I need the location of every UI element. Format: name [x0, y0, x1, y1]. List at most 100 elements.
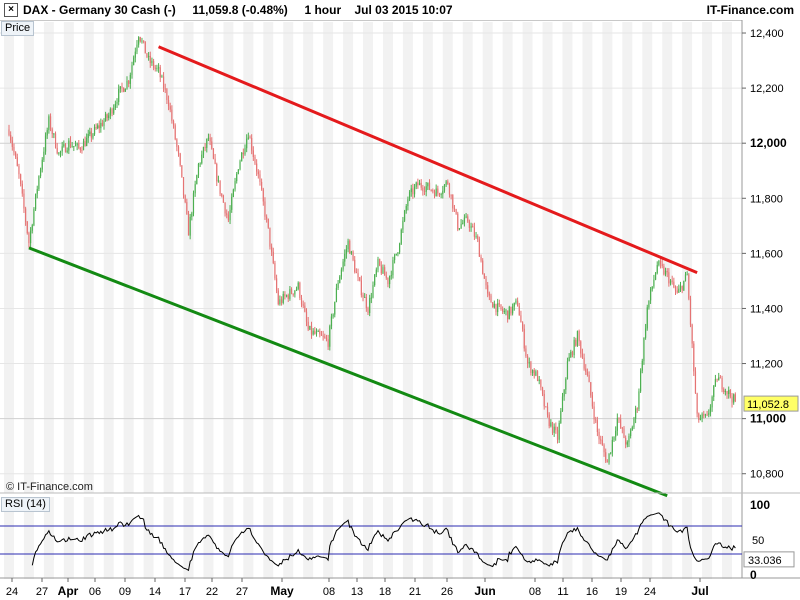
candle-body — [448, 183, 451, 195]
candle-body — [570, 351, 572, 358]
candle-body — [641, 360, 643, 371]
candle-body — [367, 308, 369, 313]
watermark: © IT-Finance.com — [6, 481, 93, 493]
candle-body — [267, 218, 269, 228]
candle-body — [643, 337, 645, 361]
candle-body — [390, 275, 392, 277]
candle-body — [113, 107, 115, 114]
candle-body — [590, 382, 592, 396]
candle-body — [189, 216, 191, 236]
candle-body — [181, 165, 183, 178]
candle-body — [304, 305, 306, 312]
candle-body — [413, 186, 416, 195]
day-band — [23, 22, 34, 493]
candle-body — [644, 328, 647, 338]
candle-body — [714, 379, 717, 387]
day-band — [462, 22, 473, 493]
close-icon[interactable]: × — [4, 3, 18, 17]
candle-body — [118, 89, 120, 102]
candle-body — [305, 311, 308, 322]
x-tick-label: 18 — [379, 586, 391, 598]
candle-body — [146, 53, 148, 57]
rsi-day-band — [103, 497, 114, 579]
candle-body — [251, 137, 253, 151]
timeframe: 1 hour — [304, 3, 342, 17]
candle-body — [723, 389, 725, 392]
candle-body — [249, 137, 251, 139]
candle-body — [678, 288, 680, 293]
candle-body — [498, 303, 500, 305]
day-band — [482, 22, 493, 493]
rsi-day-band — [23, 497, 34, 579]
day-band — [502, 22, 513, 493]
rsi-line — [31, 512, 736, 572]
candle-body — [261, 181, 263, 190]
candle-body — [605, 452, 607, 462]
candle-body — [254, 156, 256, 164]
candle-body — [274, 263, 276, 279]
day-band — [642, 22, 653, 493]
day-band — [163, 22, 174, 493]
candle-body — [520, 315, 522, 323]
candle-body — [591, 395, 594, 407]
day-band — [323, 22, 334, 493]
candle-body — [257, 171, 259, 175]
candle-body — [355, 272, 357, 274]
day-band — [522, 22, 533, 493]
candle-body — [214, 158, 216, 164]
candle-body — [565, 379, 567, 390]
day-band — [63, 22, 74, 493]
chart-title: DAX - Germany 30 Cash (-) 11,059.8 (-0.4… — [23, 3, 453, 17]
candle-body — [236, 173, 238, 182]
rsi-day-band — [43, 497, 54, 579]
candle-body — [227, 214, 229, 221]
candle-body — [365, 296, 367, 309]
candle-body — [97, 125, 99, 129]
candle-body — [259, 174, 261, 182]
candle-body — [521, 322, 524, 329]
candle-body — [422, 187, 424, 192]
candle-body — [568, 357, 570, 362]
day-band — [343, 22, 354, 493]
candle-body — [673, 281, 675, 288]
candle-body — [733, 394, 735, 403]
candle-body — [101, 122, 104, 126]
rsi-day-band — [382, 497, 393, 579]
candle-body — [116, 101, 118, 104]
rsi-tick-label: 100 — [750, 498, 770, 512]
candle-body — [71, 146, 73, 148]
candle-body — [689, 298, 692, 325]
candle-body — [92, 134, 94, 138]
candle-body — [347, 240, 349, 250]
candle-body — [108, 115, 110, 118]
candle-body — [69, 140, 72, 147]
candle-body — [191, 213, 193, 217]
candle-body — [543, 393, 545, 407]
rsi-day-band — [622, 497, 633, 579]
candle-body — [600, 439, 602, 441]
candle-body — [631, 427, 633, 431]
y-tick-label: 11,800 — [750, 193, 783, 205]
candle-body — [217, 180, 220, 182]
day-band — [263, 22, 274, 493]
trendlines — [28, 45, 698, 498]
candle-body — [593, 406, 595, 420]
candle-body — [438, 193, 441, 195]
rsi-tick-label: 0 — [750, 568, 757, 582]
candle-body — [344, 253, 346, 262]
candle-body — [713, 386, 715, 397]
candle-body — [443, 184, 446, 191]
candle-body — [651, 286, 653, 290]
candle-body — [663, 266, 665, 275]
candle-body — [149, 55, 151, 64]
candle-body — [362, 295, 364, 298]
candle-body — [440, 194, 442, 196]
candle-body — [252, 150, 254, 157]
candle-body — [315, 331, 318, 334]
candle-body — [394, 255, 396, 261]
candle-body — [556, 430, 559, 440]
x-tick-label: 13 — [351, 586, 363, 598]
candle-body — [696, 393, 698, 414]
candle-body — [437, 188, 439, 194]
candle-body — [694, 371, 697, 394]
